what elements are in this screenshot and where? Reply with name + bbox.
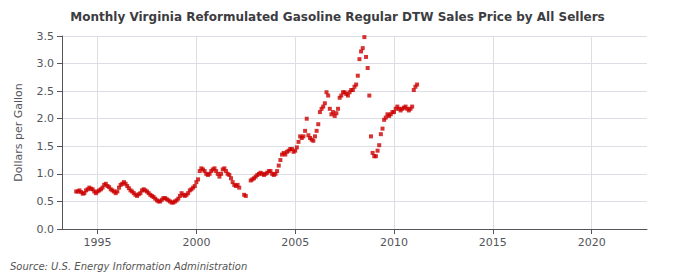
svg-text:Source: U.S. Energy Informatio: Source: U.S. Energy Information Administ… bbox=[10, 261, 247, 272]
svg-text:Monthly Virginia Reformulated: Monthly Virginia Reformulated Gasoline R… bbox=[70, 10, 604, 24]
svg-text:1.0: 1.0 bbox=[37, 167, 55, 180]
svg-text:3.0: 3.0 bbox=[37, 57, 55, 70]
svg-text:2000: 2000 bbox=[182, 236, 210, 249]
svg-text:2015: 2015 bbox=[479, 236, 507, 249]
svg-text:2020: 2020 bbox=[578, 236, 606, 249]
svg-text:2010: 2010 bbox=[380, 236, 408, 249]
svg-text:1995: 1995 bbox=[84, 236, 112, 249]
svg-text:Dollars per Gallon: Dollars per Gallon bbox=[12, 83, 25, 182]
svg-text:2.5: 2.5 bbox=[37, 85, 55, 98]
svg-text:2.0: 2.0 bbox=[37, 112, 55, 125]
svg-text:2005: 2005 bbox=[281, 236, 309, 249]
svg-text:0.5: 0.5 bbox=[37, 195, 55, 208]
svg-text:1.5: 1.5 bbox=[37, 140, 55, 153]
svg-text:3.5: 3.5 bbox=[37, 30, 55, 43]
svg-text:0.0: 0.0 bbox=[37, 223, 55, 236]
